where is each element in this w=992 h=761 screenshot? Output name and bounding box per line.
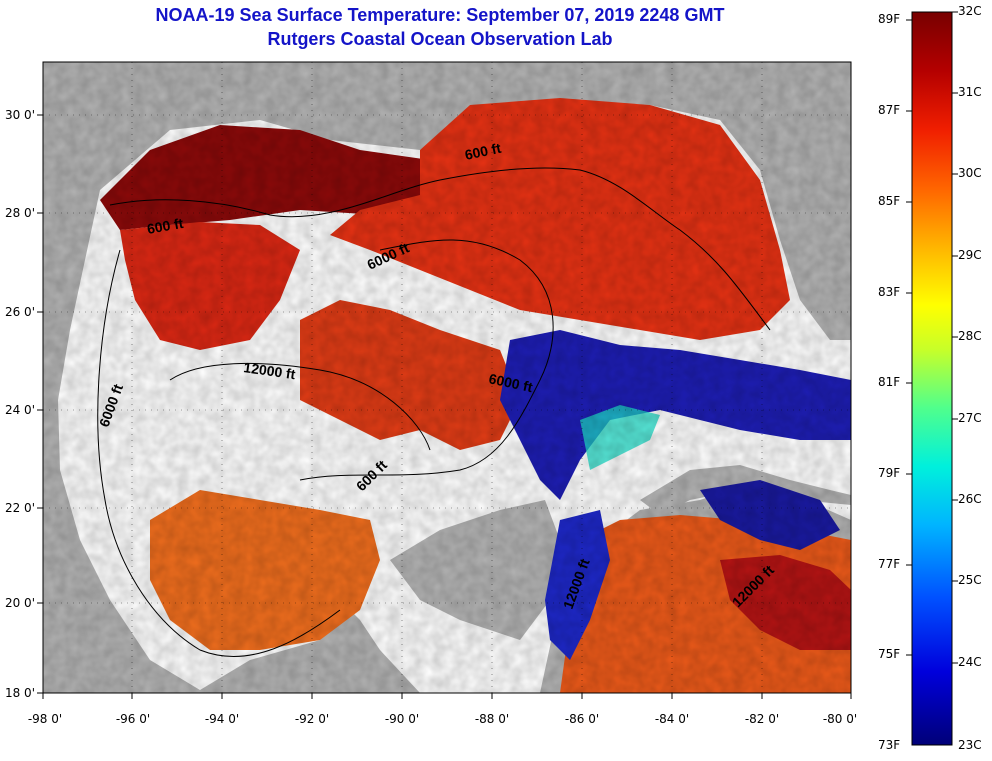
x-tick-label: -82 0' — [745, 712, 779, 726]
colorbar-c-label: 26C — [958, 492, 982, 506]
colorbar-f-label: 73F — [878, 738, 901, 752]
contour-label: 600 ft — [146, 215, 185, 237]
x-tick-label: -80 0' — [823, 712, 857, 726]
map-title: NOAA-19 Sea Surface Temperature: Septemb… — [155, 5, 725, 25]
colorbar-f-label: 83F — [878, 285, 901, 299]
contour-6000ft-line — [97, 249, 341, 657]
map-subtitle: Rutgers Coastal Ocean Observation Lab — [267, 29, 613, 49]
y-tick-label: 24 0' — [5, 403, 35, 417]
colorbar-f-label: 85F — [878, 194, 901, 208]
colorbar-f-label: 81F — [878, 375, 901, 389]
x-tick-label: -90 0' — [385, 712, 419, 726]
colorbar-c-label: 30C — [958, 166, 982, 180]
colorbar-c-label: 27C — [958, 411, 982, 425]
x-tick-label: -84 0' — [655, 712, 689, 726]
colorbar-c-label: 28C — [958, 329, 982, 343]
x-tick-label: -86 0' — [565, 712, 599, 726]
contour-600ft-line — [109, 167, 771, 331]
colorbar-f-label: 87F — [878, 103, 901, 117]
colorbar-c-label: 29C — [958, 248, 982, 262]
x-tick-label: -96 0' — [116, 712, 150, 726]
y-tick-label: 22 0' — [5, 501, 35, 515]
colorbar-f-label: 79F — [878, 466, 901, 480]
x-tick-label: -88 0' — [475, 712, 509, 726]
y-tick-label: 18 0' — [5, 686, 35, 700]
colorbar-c-label: 24C — [958, 655, 982, 669]
contour-12000ft-line — [169, 362, 431, 451]
colorbar-c-label: 23C — [958, 738, 982, 752]
x-tick-label: -92 0' — [295, 712, 329, 726]
contour-label: 600 ft — [463, 140, 502, 163]
colorbar-f-label: 75F — [878, 647, 901, 661]
plot-frame — [42, 61, 852, 694]
colorbar-c-label: 32C — [958, 4, 982, 18]
colorbar — [911, 11, 953, 746]
y-tick-label: 26 0' — [5, 305, 35, 319]
contour-6000ft-east — [299, 239, 554, 481]
y-tick-label: 28 0' — [5, 206, 35, 220]
y-tick-label: 20 0' — [5, 596, 35, 610]
y-tick-label: 30 0' — [5, 108, 35, 122]
colorbar-f-label: 77F — [878, 557, 901, 571]
contour-label: 12000 ft — [243, 359, 297, 382]
colorbar-c-label: 31C — [958, 85, 982, 99]
colorbar-c-label: 25C — [958, 573, 982, 587]
colorbar-f-label: 89F — [878, 12, 901, 26]
x-tick-label: -98 0' — [28, 712, 62, 726]
x-tick-label: -94 0' — [205, 712, 239, 726]
